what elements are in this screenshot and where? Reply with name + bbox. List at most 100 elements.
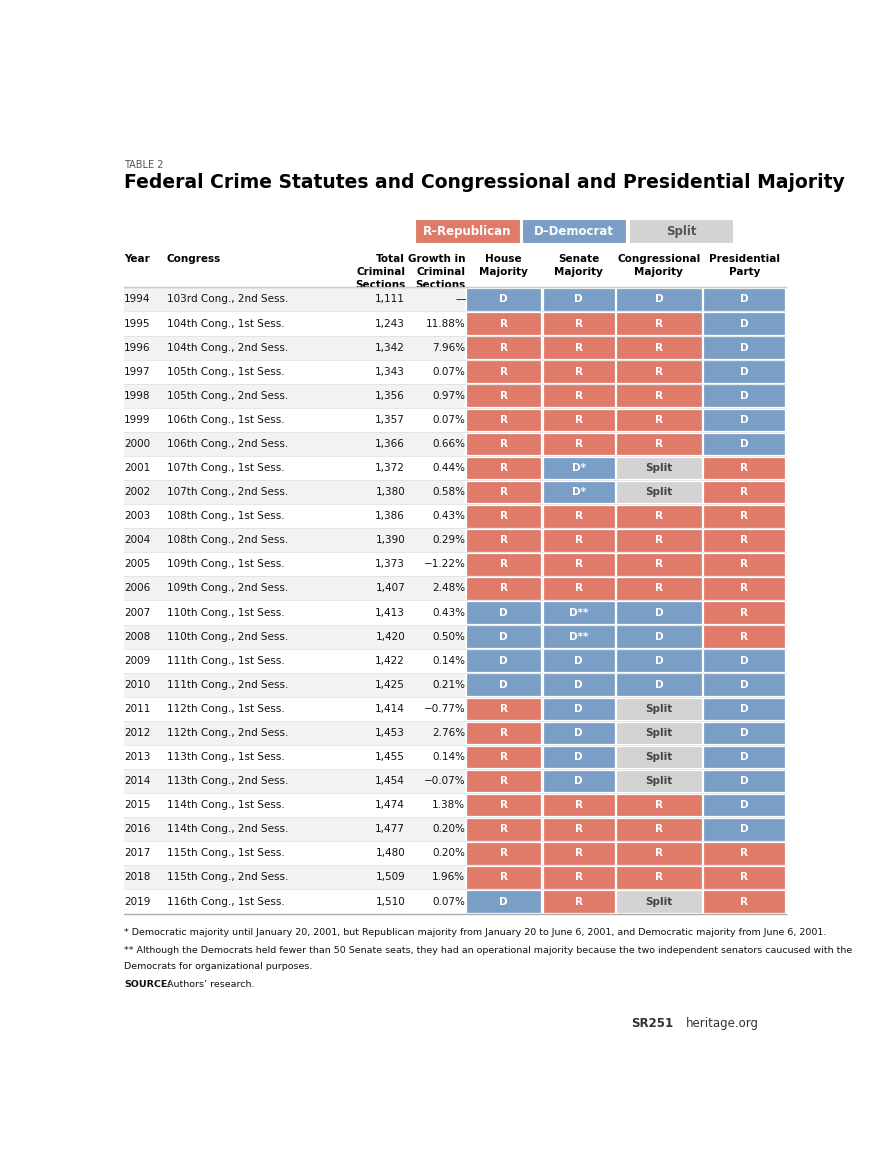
FancyBboxPatch shape (703, 553, 785, 575)
Text: D: D (740, 439, 749, 449)
Text: 1997: 1997 (124, 366, 150, 377)
Text: R: R (499, 776, 507, 787)
FancyBboxPatch shape (703, 626, 785, 648)
Text: 2011: 2011 (124, 704, 150, 714)
Text: 2004: 2004 (124, 536, 150, 545)
Text: R: R (499, 414, 507, 425)
Text: 2001: 2001 (124, 463, 150, 473)
FancyBboxPatch shape (124, 866, 465, 889)
FancyBboxPatch shape (543, 553, 614, 575)
Text: Federal Crime Statutes and Congressional and Presidential Majority: Federal Crime Statutes and Congressional… (124, 173, 845, 193)
Text: 1,386: 1,386 (375, 511, 405, 522)
FancyBboxPatch shape (616, 649, 702, 672)
FancyBboxPatch shape (616, 336, 702, 359)
Text: 113th Cong., 1st Sess.: 113th Cong., 1st Sess. (167, 752, 285, 762)
Text: Authors’ research.: Authors’ research. (164, 980, 255, 990)
Text: 2018: 2018 (124, 873, 150, 882)
Text: 110th Cong., 1st Sess.: 110th Cong., 1st Sess. (167, 608, 285, 617)
Text: D: D (655, 656, 663, 665)
Text: 109th Cong., 2nd Sess.: 109th Cong., 2nd Sess. (167, 584, 288, 594)
Text: 2017: 2017 (124, 848, 150, 859)
Text: SOURCE:: SOURCE: (124, 980, 171, 990)
Text: D: D (575, 294, 583, 305)
FancyBboxPatch shape (415, 219, 520, 244)
Text: 110th Cong., 2nd Sess.: 110th Cong., 2nd Sess. (167, 631, 288, 642)
FancyBboxPatch shape (703, 843, 785, 865)
Text: 2016: 2016 (124, 824, 150, 834)
Text: House
Majority: House Majority (479, 254, 528, 277)
Text: D: D (740, 294, 749, 305)
Text: −0.07%: −0.07% (423, 776, 465, 787)
Text: D–Democrat: D–Democrat (534, 225, 614, 238)
Text: 0.07%: 0.07% (432, 366, 465, 377)
FancyBboxPatch shape (466, 890, 541, 913)
Text: 0.14%: 0.14% (432, 656, 465, 665)
Text: ** Although the Democrats held fewer than 50 Senate seats, they had an operation: ** Although the Democrats held fewer tha… (124, 946, 852, 955)
Text: 1,474: 1,474 (375, 801, 405, 810)
Text: D*: D* (572, 487, 586, 497)
FancyBboxPatch shape (124, 794, 465, 817)
FancyBboxPatch shape (543, 843, 614, 865)
Text: R: R (655, 511, 663, 522)
Text: 2015: 2015 (124, 801, 150, 810)
FancyBboxPatch shape (543, 601, 614, 624)
Text: Year: Year (124, 254, 150, 264)
Text: 1.38%: 1.38% (432, 801, 465, 810)
FancyBboxPatch shape (466, 866, 541, 889)
FancyBboxPatch shape (703, 288, 785, 310)
Text: Split: Split (645, 704, 673, 714)
Text: R: R (499, 848, 507, 859)
Text: 1,477: 1,477 (375, 824, 405, 834)
FancyBboxPatch shape (543, 384, 614, 407)
Text: D: D (740, 414, 749, 425)
FancyBboxPatch shape (124, 889, 465, 914)
Text: 1,420: 1,420 (376, 631, 405, 642)
Text: 112th Cong., 2nd Sess.: 112th Cong., 2nd Sess. (167, 728, 288, 738)
Text: D**: D** (569, 631, 589, 642)
FancyBboxPatch shape (466, 843, 541, 865)
FancyBboxPatch shape (616, 890, 702, 913)
Text: 1,414: 1,414 (375, 704, 405, 714)
FancyBboxPatch shape (466, 456, 541, 480)
Text: R: R (655, 801, 663, 810)
FancyBboxPatch shape (543, 505, 614, 527)
FancyBboxPatch shape (703, 336, 785, 359)
FancyBboxPatch shape (703, 746, 785, 768)
Text: R: R (575, 511, 583, 522)
Text: 112th Cong., 1st Sess.: 112th Cong., 1st Sess. (167, 704, 285, 714)
Text: R: R (499, 343, 507, 352)
FancyBboxPatch shape (616, 553, 702, 575)
Text: R: R (655, 319, 663, 329)
Text: D: D (740, 656, 749, 665)
Text: R: R (499, 366, 507, 377)
FancyBboxPatch shape (616, 770, 702, 792)
Text: R: R (499, 391, 507, 400)
FancyBboxPatch shape (543, 818, 614, 840)
Text: D: D (740, 391, 749, 400)
Text: 2019: 2019 (124, 896, 150, 907)
FancyBboxPatch shape (466, 794, 541, 817)
Text: R: R (575, 873, 583, 882)
FancyBboxPatch shape (703, 649, 785, 672)
Text: D: D (499, 608, 508, 617)
Text: R: R (655, 873, 663, 882)
Text: 105th Cong., 2nd Sess.: 105th Cong., 2nd Sess. (167, 391, 288, 400)
Text: * Democratic majority until January 20, 2001, but Republican majority from Janua: * Democratic majority until January 20, … (124, 928, 827, 937)
Text: D: D (740, 679, 749, 690)
FancyBboxPatch shape (543, 698, 614, 720)
Text: Split: Split (645, 463, 673, 473)
Text: 1,480: 1,480 (376, 848, 405, 859)
FancyBboxPatch shape (703, 866, 785, 889)
Text: Total
Criminal
Sections: Total Criminal Sections (354, 254, 405, 289)
Text: 108th Cong., 2nd Sess.: 108th Cong., 2nd Sess. (167, 536, 288, 545)
Text: D: D (740, 704, 749, 714)
Text: R: R (740, 873, 748, 882)
FancyBboxPatch shape (543, 529, 614, 552)
Text: D: D (740, 801, 749, 810)
FancyBboxPatch shape (466, 361, 541, 383)
FancyBboxPatch shape (616, 456, 702, 480)
Text: 114th Cong., 2nd Sess.: 114th Cong., 2nd Sess. (167, 824, 288, 834)
Text: D: D (499, 679, 508, 690)
FancyBboxPatch shape (543, 481, 614, 503)
FancyBboxPatch shape (466, 601, 541, 624)
